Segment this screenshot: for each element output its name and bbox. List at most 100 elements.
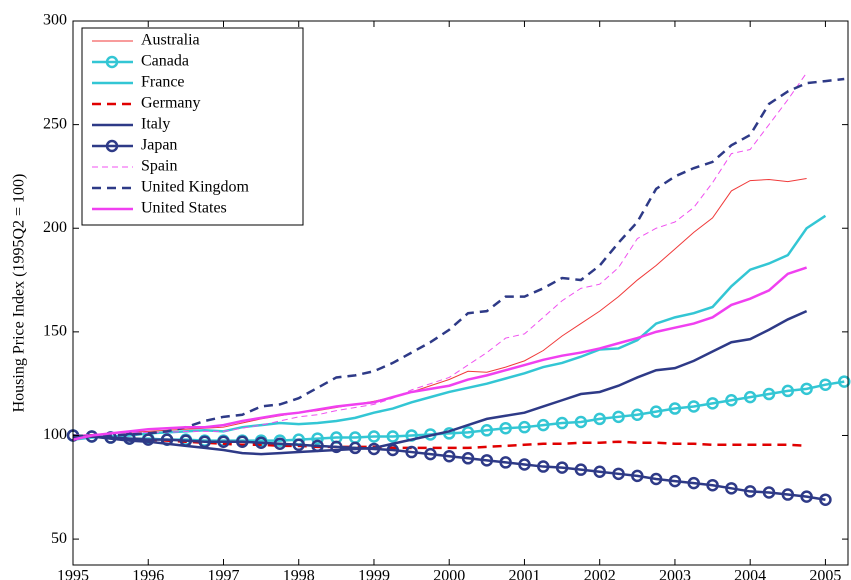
point-marker: [800, 382, 813, 396]
point-marker: [123, 432, 136, 445]
point-marker: [311, 439, 324, 453]
point-marker: [837, 375, 851, 388]
point-marker: [762, 486, 776, 499]
point-marker: [725, 482, 738, 495]
point-marker: [424, 447, 437, 461]
series-line: [72, 178, 807, 436]
point-marker: [687, 400, 701, 413]
point-marker: [386, 443, 400, 457]
point-marker: [555, 461, 569, 474]
point-marker: [612, 467, 625, 481]
point-marker: [367, 442, 381, 456]
point-marker: [518, 420, 531, 434]
point-marker: [800, 490, 813, 503]
point-marker: [198, 435, 211, 448]
point-marker: [649, 405, 663, 418]
point-marker: [631, 469, 644, 483]
point-marker: [593, 412, 606, 426]
point-marker: [386, 430, 400, 443]
point-marker: [480, 424, 494, 437]
legend-marker: [105, 139, 119, 153]
point-marker: [706, 397, 719, 410]
legend-label: Germany: [141, 95, 201, 112]
point-marker: [687, 476, 701, 490]
x-tick-label: 2002: [584, 568, 616, 580]
point-marker: [649, 472, 663, 486]
x-tick-label: 2004: [734, 568, 766, 580]
point-marker: [574, 415, 588, 429]
legend-label: Canada: [141, 53, 189, 70]
x-tick-label: 1996: [132, 568, 164, 580]
point-marker: [499, 456, 512, 469]
x-tick-label: 2001: [508, 568, 540, 580]
legend-marker: [105, 55, 119, 69]
y-tick-label: 250: [43, 115, 67, 132]
point-marker: [461, 426, 475, 439]
series-line: [72, 266, 808, 441]
point-marker: [273, 437, 287, 451]
point-marker: [518, 458, 531, 471]
point-marker: [461, 452, 475, 465]
x-tick-label: 2005: [809, 568, 841, 580]
point-marker: [442, 449, 456, 463]
point-marker: [405, 445, 418, 459]
point-marker: [706, 478, 719, 492]
point-marker: [819, 493, 832, 506]
point-marker: [254, 436, 268, 449]
point-marker: [668, 402, 682, 415]
x-tick-label: 2003: [659, 568, 691, 580]
legend: Australia Canada France Germany Italy Japan Sp…: [81, 27, 304, 226]
series-line: [72, 214, 827, 441]
point-marker: [311, 432, 324, 445]
legend-label: United States: [141, 200, 227, 217]
legend-label: Japan: [141, 137, 177, 154]
point-marker: [612, 410, 625, 424]
y-tick-label: 50: [51, 530, 67, 547]
x-tick-label: 2000: [433, 568, 465, 580]
point-marker: [499, 421, 512, 435]
point-marker: [236, 435, 249, 448]
point-marker: [743, 390, 757, 404]
point-marker: [160, 433, 174, 446]
y-tick-label: 300: [43, 12, 67, 29]
point-marker: [819, 378, 832, 391]
legend-label: Australia: [141, 32, 200, 49]
point-marker: [593, 465, 606, 478]
point-marker: [179, 434, 193, 447]
point-marker: [762, 387, 776, 401]
point-marker: [631, 408, 644, 422]
plot-frame: [72, 20, 849, 566]
point-marker: [537, 460, 550, 473]
legend-label: Italy: [141, 116, 170, 133]
legend-label: United Kingdom: [141, 179, 250, 196]
point-marker: [292, 438, 305, 452]
point-marker: [480, 454, 494, 467]
x-tick-label: 1995: [57, 568, 89, 580]
y-tick-label: 100: [43, 426, 67, 443]
legend-label: France: [141, 74, 185, 91]
series-line: [72, 72, 808, 436]
y-tick-label: 150: [43, 323, 67, 340]
x-tick-label: 1999: [358, 568, 390, 580]
point-marker: [555, 416, 569, 430]
point-marker: [348, 441, 362, 455]
point-marker: [781, 488, 795, 501]
x-tick-label: 1998: [283, 568, 315, 580]
point-marker: [537, 418, 550, 432]
series-line: [72, 309, 808, 456]
y-tick-label: 200: [43, 219, 67, 236]
series-line: [72, 77, 845, 439]
point-marker: [574, 463, 588, 476]
point-marker: [330, 440, 343, 454]
point-marker: [668, 474, 682, 488]
point-marker: [743, 485, 757, 498]
y-axis-label: Housing Price Index (1995Q2 = 100): [11, 174, 28, 413]
x-tick-label: 1997: [207, 568, 239, 580]
legend-label: Spain: [141, 158, 177, 175]
point-marker: [781, 384, 795, 398]
point-marker: [367, 430, 381, 443]
point-marker: [725, 393, 738, 407]
point-marker: [217, 435, 230, 448]
series-line: [72, 434, 826, 501]
